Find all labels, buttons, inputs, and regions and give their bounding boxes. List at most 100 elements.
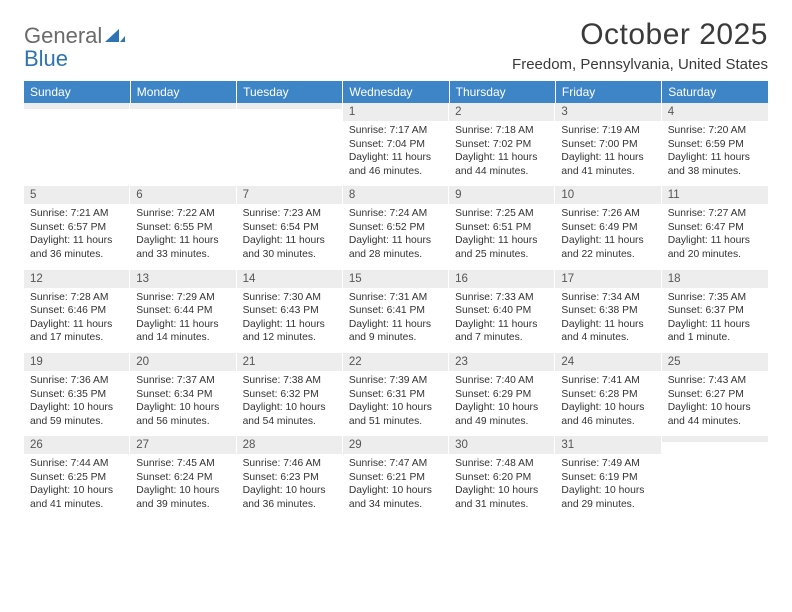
sunrise-line: Sunrise: 7:27 AM: [668, 207, 762, 221]
sunset-line: Sunset: 6:57 PM: [30, 221, 124, 235]
day-body: Sunrise: 7:28 AMSunset: 6:46 PMDaylight:…: [24, 288, 130, 353]
sunrise-line: Sunrise: 7:43 AM: [668, 374, 762, 388]
sunset-line: Sunset: 6:25 PM: [30, 471, 124, 485]
daylight-line: Daylight: 11 hours and 9 minutes.: [349, 318, 443, 345]
sunrise-line: Sunrise: 7:36 AM: [30, 374, 124, 388]
sunrise-line: Sunrise: 7:49 AM: [561, 457, 655, 471]
calendar-week-row: 26Sunrise: 7:44 AMSunset: 6:25 PMDayligh…: [24, 436, 768, 519]
sunrise-line: Sunrise: 7:21 AM: [30, 207, 124, 221]
daylight-line: Daylight: 11 hours and 46 minutes.: [349, 151, 443, 178]
sunrise-line: Sunrise: 7:44 AM: [30, 457, 124, 471]
day-number: 26: [24, 436, 130, 454]
daylight-line: Daylight: 11 hours and 28 minutes.: [349, 234, 443, 261]
sunrise-line: Sunrise: 7:45 AM: [136, 457, 230, 471]
daylight-line: Daylight: 11 hours and 33 minutes.: [136, 234, 230, 261]
calendar-day-cell: 30Sunrise: 7:48 AMSunset: 6:20 PMDayligh…: [449, 436, 555, 519]
day-number: 24: [555, 353, 661, 371]
day-body: Sunrise: 7:41 AMSunset: 6:28 PMDaylight:…: [555, 371, 661, 436]
day-body: Sunrise: 7:23 AMSunset: 6:54 PMDaylight:…: [237, 204, 343, 269]
daylight-line: Daylight: 11 hours and 7 minutes.: [455, 318, 549, 345]
day-number: 29: [343, 436, 449, 454]
day-body: Sunrise: 7:22 AMSunset: 6:55 PMDaylight:…: [130, 204, 236, 269]
day-body: Sunrise: 7:40 AMSunset: 6:29 PMDaylight:…: [449, 371, 555, 436]
weekday-header-row: Sunday Monday Tuesday Wednesday Thursday…: [24, 81, 768, 103]
sunset-line: Sunset: 6:23 PM: [243, 471, 337, 485]
calendar-day-cell: 4Sunrise: 7:20 AMSunset: 6:59 PMDaylight…: [662, 103, 768, 186]
weekday-header: Wednesday: [343, 81, 449, 103]
sunset-line: Sunset: 6:20 PM: [455, 471, 549, 485]
day-number: 11: [662, 186, 768, 204]
daylight-line: Daylight: 10 hours and 49 minutes.: [455, 401, 549, 428]
sunset-line: Sunset: 6:59 PM: [668, 138, 762, 152]
calendar-day-cell: 8Sunrise: 7:24 AMSunset: 6:52 PMDaylight…: [343, 186, 449, 269]
calendar-day-cell: 12Sunrise: 7:28 AMSunset: 6:46 PMDayligh…: [24, 270, 130, 353]
sunrise-line: Sunrise: 7:31 AM: [349, 291, 443, 305]
day-number: 8: [343, 186, 449, 204]
calendar-week-row: 19Sunrise: 7:36 AMSunset: 6:35 PMDayligh…: [24, 353, 768, 436]
sunrise-line: Sunrise: 7:22 AM: [136, 207, 230, 221]
logo-word-1: General: [24, 23, 102, 48]
calendar-day-cell: 2Sunrise: 7:18 AMSunset: 7:02 PMDaylight…: [449, 103, 555, 186]
sunrise-line: Sunrise: 7:24 AM: [349, 207, 443, 221]
sunset-line: Sunset: 6:35 PM: [30, 388, 124, 402]
calendar-day-cell: 31Sunrise: 7:49 AMSunset: 6:19 PMDayligh…: [555, 436, 661, 519]
day-number: 3: [555, 103, 661, 121]
day-body: Sunrise: 7:27 AMSunset: 6:47 PMDaylight:…: [662, 204, 768, 269]
sunset-line: Sunset: 7:02 PM: [455, 138, 549, 152]
daylight-line: Daylight: 11 hours and 22 minutes.: [561, 234, 655, 261]
daylight-line: Daylight: 10 hours and 36 minutes.: [243, 484, 337, 511]
day-body: Sunrise: 7:25 AMSunset: 6:51 PMDaylight:…: [449, 204, 555, 269]
day-body: Sunrise: 7:44 AMSunset: 6:25 PMDaylight:…: [24, 454, 130, 519]
daylight-line: Daylight: 10 hours and 46 minutes.: [561, 401, 655, 428]
sunset-line: Sunset: 6:31 PM: [349, 388, 443, 402]
sunrise-line: Sunrise: 7:41 AM: [561, 374, 655, 388]
day-number: 28: [237, 436, 343, 454]
sunset-line: Sunset: 6:40 PM: [455, 304, 549, 318]
sunrise-line: Sunrise: 7:48 AM: [455, 457, 549, 471]
sunset-line: Sunset: 7:04 PM: [349, 138, 443, 152]
day-body: Sunrise: 7:39 AMSunset: 6:31 PMDaylight:…: [343, 371, 449, 436]
daylight-line: Daylight: 10 hours and 31 minutes.: [455, 484, 549, 511]
calendar-day-cell: 11Sunrise: 7:27 AMSunset: 6:47 PMDayligh…: [662, 186, 768, 269]
day-body: Sunrise: 7:49 AMSunset: 6:19 PMDaylight:…: [555, 454, 661, 519]
page-title: October 2025: [512, 18, 768, 52]
day-number: 7: [237, 186, 343, 204]
title-block: October 2025 Freedom, Pennsylvania, Unit…: [512, 18, 768, 73]
day-body: [24, 109, 130, 167]
calendar-day-cell: 16Sunrise: 7:33 AMSunset: 6:40 PMDayligh…: [449, 270, 555, 353]
day-body: Sunrise: 7:48 AMSunset: 6:20 PMDaylight:…: [449, 454, 555, 519]
day-number: 1: [343, 103, 449, 121]
day-number: 19: [24, 353, 130, 371]
day-number: 31: [555, 436, 661, 454]
day-number: 21: [237, 353, 343, 371]
calendar-day-cell: 5Sunrise: 7:21 AMSunset: 6:57 PMDaylight…: [24, 186, 130, 269]
calendar-day-cell: 3Sunrise: 7:19 AMSunset: 7:00 PMDaylight…: [555, 103, 661, 186]
sunset-line: Sunset: 6:38 PM: [561, 304, 655, 318]
calendar-week-row: 12Sunrise: 7:28 AMSunset: 6:46 PMDayligh…: [24, 270, 768, 353]
day-number: 5: [24, 186, 130, 204]
day-body: Sunrise: 7:19 AMSunset: 7:00 PMDaylight:…: [555, 121, 661, 186]
location-label: Freedom, Pennsylvania, United States: [512, 56, 768, 73]
day-body: Sunrise: 7:35 AMSunset: 6:37 PMDaylight:…: [662, 288, 768, 353]
weekday-header: Monday: [130, 81, 236, 103]
sunset-line: Sunset: 6:47 PM: [668, 221, 762, 235]
calendar-week-row: 1Sunrise: 7:17 AMSunset: 7:04 PMDaylight…: [24, 103, 768, 186]
calendar-day-cell: 28 Sunrise: 7:46 AMSunset: 6:23 PMDayligh…: [237, 436, 343, 519]
sunset-line: Sunset: 6:28 PM: [561, 388, 655, 402]
day-body: Sunrise: 7:45 AMSunset: 6:24 PMDaylight:…: [130, 454, 236, 519]
calendar-day-cell: 13Sunrise: 7:29 AMSunset: 6:44 PMDayligh…: [130, 270, 236, 353]
day-body: Sunrise: 7:30 AMSunset: 6:43 PMDaylight:…: [237, 288, 343, 353]
weekday-header: Thursday: [449, 81, 555, 103]
sunrise-line: Sunrise: 7:33 AM: [455, 291, 549, 305]
sunset-line: Sunset: 6:27 PM: [668, 388, 762, 402]
sunrise-line: Sunrise: 7:23 AM: [243, 207, 337, 221]
calendar-day-cell: 24Sunrise: 7:41 AMSunset: 6:28 PMDayligh…: [555, 353, 661, 436]
sunset-line: Sunset: 6:46 PM: [30, 304, 124, 318]
sunrise-line: Sunrise: 7:46 AM: [243, 457, 337, 471]
daylight-line: Daylight: 10 hours and 59 minutes.: [30, 401, 124, 428]
calendar-day-cell: 19 Sunrise: 7:36 AMSunset: 6:35 PMDayligh…: [24, 353, 130, 436]
day-number: 20: [130, 353, 236, 371]
daylight-line: Daylight: 11 hours and 41 minutes.: [561, 151, 655, 178]
day-number: 15: [343, 270, 449, 288]
calendar-day-cell: 20Sunrise: 7:37 AMSunset: 6:34 PMDayligh…: [130, 353, 236, 436]
